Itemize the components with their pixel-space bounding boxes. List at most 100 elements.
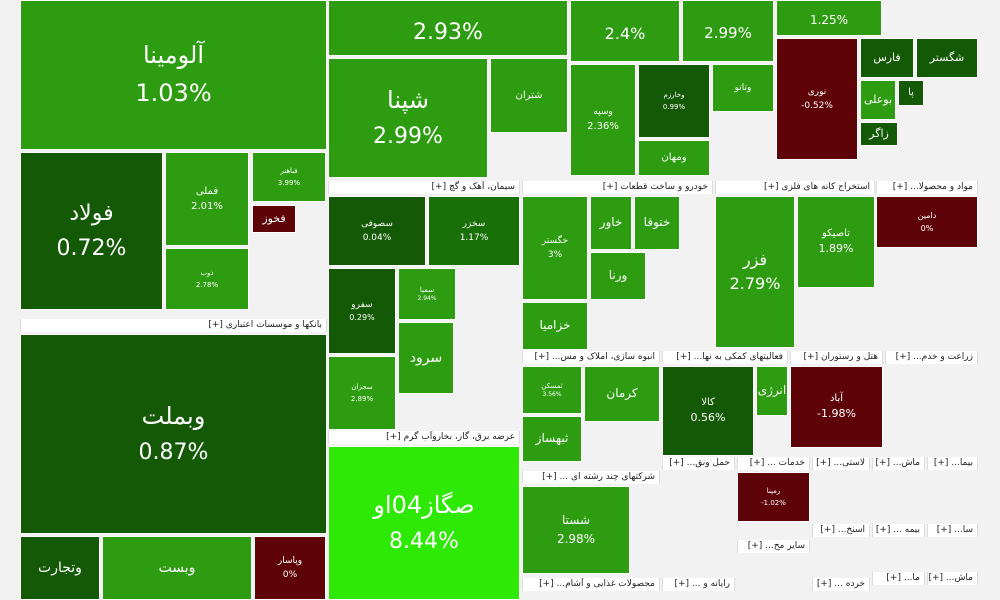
group-header-banks[interactable]: بانکها و موسسات اعتباری [+] (20, 319, 327, 332)
group-header-utilities[interactable]: عرضه برق، گاز، بخاروآب گرم [+] (328, 431, 520, 444)
group-header-services[interactable]: خدمات ... [+] (737, 457, 810, 470)
tile-symbol: انرژی (757, 383, 787, 398)
treemap-tile[interactable]: ثبهساز (522, 416, 582, 462)
treemap-tile[interactable]: سفرو 0.29% (328, 268, 396, 354)
treemap-tile[interactable]: فولاد 0.72% (20, 152, 163, 310)
treemap-tile[interactable]: فارس (860, 38, 914, 78)
group-header-other-b[interactable]: سا... [+] (927, 524, 978, 537)
treemap-tile[interactable]: آباد -1.98% (790, 366, 883, 448)
treemap-tile[interactable]: رمپنا -1.02% (737, 472, 810, 522)
tile-symbol: فارس (873, 50, 901, 64)
treemap-tile[interactable]: سصوفی 0.04% (328, 196, 426, 266)
treemap-tile[interactable]: خاور (590, 196, 632, 250)
treemap-tile[interactable]: خزامیا (522, 302, 588, 350)
treemap-tile[interactable]: وبست (102, 536, 252, 600)
group-header-financial-aux[interactable]: فعالیتهای کمکی به نها... [+] (662, 351, 788, 364)
treemap-tile[interactable]: شتران (490, 58, 568, 133)
treemap-tile[interactable]: صگاز04او 8.44% (328, 446, 520, 600)
group-header-other[interactable]: سایر مح... [+] (737, 540, 810, 553)
treemap-tile[interactable]: وسپه 2.36% (570, 64, 636, 176)
treemap-tile[interactable]: تاصیکو 1.89% (797, 196, 875, 288)
group-header-agriculture[interactable]: زراعت و خدم... [+] (885, 351, 978, 364)
group-header-computer[interactable]: رایانه و ... [+] (662, 578, 735, 591)
treemap-tile[interactable]: شپنا 2.99% (328, 58, 488, 178)
group-header-tires[interactable]: لاستی... [+] (812, 457, 870, 470)
treemap-tile[interactable]: ذوب 2.78% (165, 248, 249, 310)
tile-symbol: ذوب (200, 269, 214, 278)
treemap-tile[interactable]: 2.93% (328, 0, 568, 56)
treemap-tile[interactable]: سمیا 2.94% (398, 268, 456, 320)
group-header-cement[interactable]: سیمان، آهک و گچ [+] (328, 181, 520, 194)
group-header-transport[interactable]: حمل ونق... [+] (662, 457, 735, 470)
group-header-insurance-b[interactable]: بیمه ... [+] (872, 524, 925, 537)
tile-change: 1.89% (818, 242, 854, 256)
treemap-tile[interactable]: فملی 2.01% (165, 152, 249, 246)
tile-symbol: پا (908, 87, 914, 99)
treemap-tile[interactable]: پا (898, 80, 924, 106)
tile-symbol: آباد (829, 392, 844, 404)
treemap-tile[interactable]: فباهنر 3.99% (252, 152, 326, 202)
tile-symbol: وتجارت (38, 559, 82, 576)
treemap-tile[interactable]: آلومینا 1.03% (20, 0, 327, 150)
treemap-tile[interactable]: بوعلی (860, 80, 896, 120)
treemap-tile[interactable]: وتجارت (20, 536, 100, 600)
treemap-tile[interactable]: کرمان (584, 366, 660, 422)
treemap-tile[interactable]: 1.25% (776, 0, 882, 36)
treemap-tile[interactable]: زاگر (860, 122, 898, 146)
tile-symbol: دامین (917, 211, 937, 221)
treemap-tile[interactable]: ومهان (638, 140, 710, 176)
tile-symbol: وپاسار (277, 555, 303, 566)
tile-symbol: خاور (599, 215, 623, 230)
treemap-tile[interactable]: انرژی (756, 366, 788, 416)
tile-change: 1.17% (459, 233, 489, 243)
tile-change: 3% (547, 250, 563, 260)
group-header-construction[interactable]: انبوه سازی، املاک و مس... [+] (522, 351, 660, 364)
group-header-mining-b[interactable]: اسنخ... [+] (812, 524, 870, 537)
group-header-machinery-b[interactable]: ماش... [+] (927, 572, 978, 585)
treemap-tile[interactable]: وتاتو (712, 64, 774, 112)
tile-symbol: سجزان (351, 383, 373, 392)
treemap-tile[interactable]: شستا 2.98% (522, 486, 630, 574)
treemap-tile[interactable]: وپاسار 0% (254, 536, 326, 600)
tile-symbol: سمیا (419, 285, 435, 294)
treemap-tile[interactable]: وبملت 0.87% (20, 334, 327, 534)
treemap-tile[interactable]: ثمسکن 3.56% (522, 366, 582, 414)
treemap-tile[interactable]: شگستر (916, 38, 978, 78)
tile-symbol: ومهان (661, 152, 687, 164)
treemap-tile[interactable]: سرود (398, 322, 454, 394)
group-header-metal-mining[interactable]: استخراج کانه های فلزی [+] (715, 181, 875, 194)
tile-symbol: وبملت (141, 402, 206, 431)
treemap-tile[interactable]: نوری -0.52% (776, 38, 858, 160)
group-header-retail[interactable]: خرده ... [+] (812, 578, 870, 591)
treemap-tile[interactable]: سخزر 1.17% (428, 196, 520, 266)
treemap-tile[interactable]: ختوقا (634, 196, 680, 250)
group-header-multi-sector[interactable]: شرکتهای چند رشته ای ... [+] (522, 471, 660, 484)
treemap-tile[interactable]: فزر 2.79% (715, 196, 795, 348)
treemap-tile[interactable]: ورنا (590, 252, 646, 300)
tile-change: 0% (282, 570, 298, 580)
treemap-tile[interactable]: 2.4% (570, 0, 680, 62)
tile-symbol: صگاز04او (373, 491, 475, 520)
tile-change: -1.98% (817, 407, 856, 421)
group-header-insurance-a[interactable]: بیما... [+] (927, 457, 978, 470)
treemap-tile[interactable]: وخارزم 0.99% (638, 64, 710, 138)
tile-change: 0.99% (662, 102, 686, 111)
treemap-tile[interactable]: فخوز (252, 205, 296, 233)
treemap-tile[interactable]: دامین 0% (876, 196, 978, 248)
group-header-hotel[interactable]: هتل و رستوران [+] (790, 351, 883, 364)
group-header-materials[interactable]: مواد و محصولا... [+] (876, 181, 978, 194)
group-header-food[interactable]: محصولات غذایی و آشام... [+] (522, 578, 660, 591)
tile-symbol: فولاد (69, 201, 114, 227)
tile-symbol: ثمسکن (541, 381, 563, 390)
treemap-tile[interactable]: خگستر 3% (522, 196, 588, 300)
group-header-machinery[interactable]: ماش... [+] (872, 457, 925, 470)
group-header-auto[interactable]: خودرو و ساخت قطعات [+] (522, 181, 713, 194)
tile-symbol: ختوقا (643, 215, 671, 230)
treemap-tile[interactable]: 2.99% (682, 0, 774, 62)
tile-symbol: وسپه (593, 107, 613, 118)
treemap-tile[interactable]: سجزان 2.89% (328, 356, 396, 430)
treemap-tile[interactable]: کالا 0.56% (662, 366, 754, 456)
tile-symbol: بوعلی (863, 92, 893, 106)
group-header-other-c[interactable]: ما... [+] (872, 572, 925, 585)
